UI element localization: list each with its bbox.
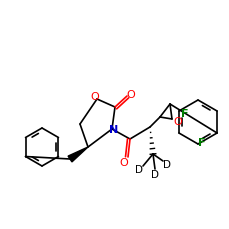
Polygon shape [68,147,88,162]
Text: F: F [180,109,188,118]
Text: D: D [150,169,158,179]
Text: O: O [90,92,99,101]
Text: O: O [173,117,182,126]
Text: O: O [126,90,135,100]
Text: O: O [119,157,128,167]
Text: D: D [134,164,142,174]
Text: N: N [109,124,118,134]
Text: D: D [162,159,170,169]
Text: F: F [197,137,205,147]
